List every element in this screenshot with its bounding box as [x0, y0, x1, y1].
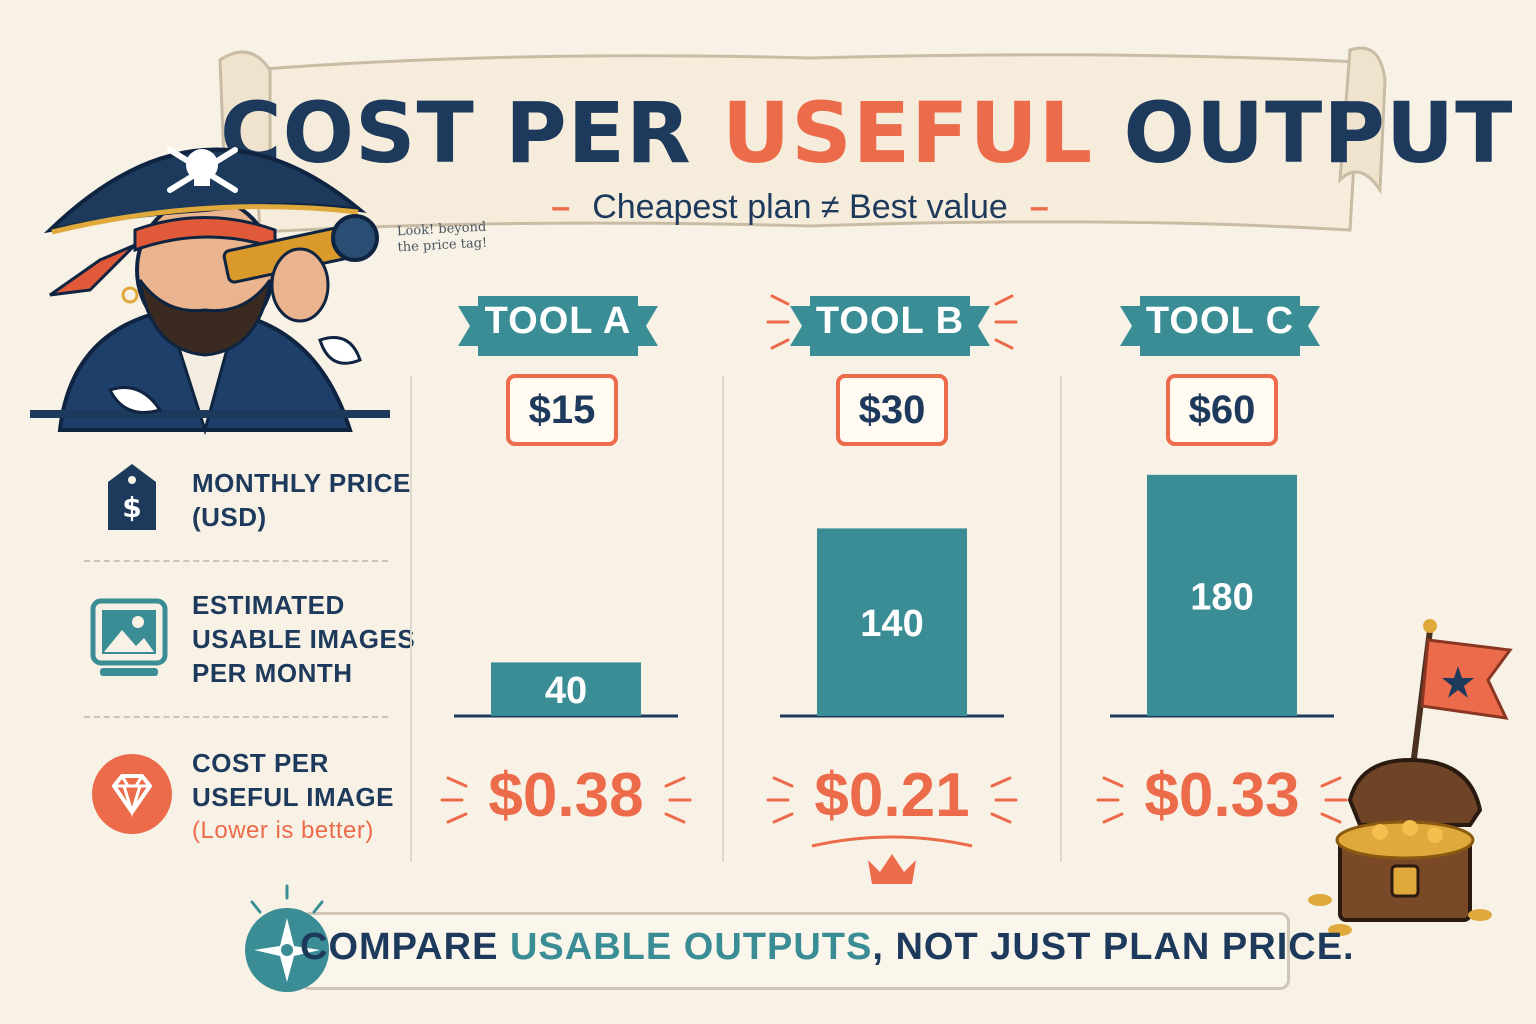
- title-accent: USEFUL: [721, 84, 1094, 182]
- row-divider: [84, 560, 388, 562]
- column-separator: [410, 376, 412, 862]
- cost-note: (Lower is better): [192, 817, 374, 844]
- tool-b-label: TOOL B: [815, 300, 965, 342]
- row-label-line: USABLE IMAGES: [192, 624, 416, 654]
- bar-value-label: 40: [545, 670, 587, 712]
- row-label-line: USEFUL IMAGE: [192, 782, 394, 812]
- footer-message: COMPARE USABLE OUTPUTS, NOT JUST PLAN PR…: [300, 926, 1354, 969]
- footer-banner: [300, 912, 1290, 990]
- bar-value-label: 180: [1190, 576, 1253, 618]
- diamond-icon: [92, 754, 172, 834]
- pirate-scribble-note: Look! beyond the price tag!: [396, 219, 488, 256]
- page-title: COST PER USEFUL OUTPUT: [220, 84, 1512, 182]
- best-value-sparkle: [994, 294, 1014, 306]
- tool-c-cost: $0.33: [1144, 761, 1300, 830]
- row-divider: [84, 716, 388, 718]
- price-tag-icon: $: [108, 464, 156, 530]
- tool-a-ribbon: [458, 296, 658, 356]
- column-separator: [722, 376, 724, 862]
- tool-a-label: TOOL A: [484, 300, 632, 342]
- row-label-monthly-price: MONTHLY PRICE (USD): [192, 466, 411, 534]
- footer-part1: COMPARE: [300, 926, 499, 968]
- best-value-sparkle: [770, 294, 790, 306]
- row-label-line: (USD): [192, 502, 267, 532]
- bar-tool-a: [491, 662, 641, 716]
- row-label-line: COST PER: [192, 748, 329, 778]
- tool-b-cost: $0.21: [814, 761, 970, 830]
- bar-value-label: 140: [860, 603, 923, 645]
- best-value-underline: [811, 835, 973, 848]
- svg-text:$: $: [122, 491, 141, 524]
- row-label-cost-per-image: COST PER USEFUL IMAGE (Lower is better): [192, 746, 394, 848]
- tool-a-price: $15: [506, 374, 618, 446]
- pirate-illustration: [30, 147, 390, 435]
- tool-c-ribbon: [1120, 296, 1320, 356]
- row-label-line: PER MONTH: [192, 658, 353, 688]
- subtitle-text: Cheapest plan ≠ Best value: [592, 188, 1008, 226]
- tool-a-cost: $0.38: [488, 761, 644, 830]
- compass-icon: [245, 884, 329, 992]
- subtitle: – Cheapest plan ≠ Best value –: [551, 188, 1049, 226]
- row-label-usable-images: ESTIMATED USABLE IMAGES PER MONTH: [192, 588, 415, 690]
- column-separator: [1060, 376, 1062, 862]
- crown-icon: [868, 854, 916, 884]
- best-value-sparkle: [994, 338, 1014, 350]
- bar-tool-b: [817, 528, 967, 716]
- footer-part2: , NOT JUST PLAN PRICE.: [872, 926, 1355, 968]
- title-part2: OUTPUT: [1123, 84, 1514, 182]
- row-label-line: ESTIMATED: [192, 590, 345, 620]
- tool-b-ribbon: [790, 296, 990, 356]
- tool-c-price: $60: [1166, 374, 1278, 446]
- treasure-chest-icon: [1308, 619, 1513, 936]
- tool-b-price: $30: [836, 374, 948, 446]
- image-icon: [90, 598, 168, 676]
- footer-accent: USABLE OUTPUTS: [509, 926, 873, 968]
- row-label-line: MONTHLY PRICE: [192, 468, 411, 498]
- tool-c-label: TOOL C: [1145, 300, 1295, 342]
- title-part1: COST PER: [220, 84, 692, 182]
- best-value-sparkle: [770, 338, 790, 350]
- bar-tool-c: [1147, 474, 1297, 716]
